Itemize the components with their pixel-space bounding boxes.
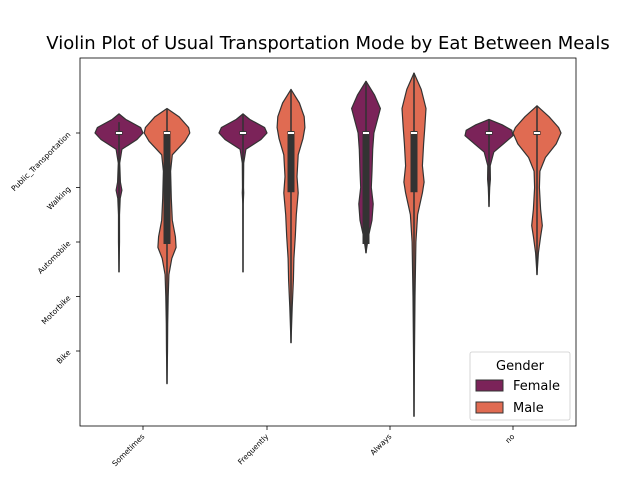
violin-female-frequently	[218, 113, 268, 273]
legend: Gender Female Male	[469, 351, 571, 421]
y-tick-label: Public_Transportation	[9, 130, 72, 193]
y-tick-label: Walking	[45, 184, 72, 211]
violins-layer	[94, 72, 562, 417]
legend-title: Gender	[496, 359, 545, 374]
violin-median	[534, 132, 540, 134]
y-tick-label: Bike	[55, 348, 73, 366]
violin-iqr-box	[362, 131, 370, 244]
legend-entries: Female Male	[475, 379, 560, 416]
violin-male-no	[512, 105, 562, 276]
legend-swatch	[475, 401, 504, 414]
x-tick-label: Always	[368, 432, 393, 457]
violin-median	[116, 132, 122, 134]
x-tick-label: Frequently	[236, 432, 271, 467]
violin-male-always	[401, 72, 427, 417]
violin-median	[288, 132, 294, 134]
legend-swatch	[475, 379, 504, 392]
violin-female-sometimes	[94, 113, 144, 273]
violin-male-sometimes	[143, 107, 191, 385]
y-tick-label: Automobile	[36, 239, 73, 276]
violin-median	[240, 132, 246, 134]
x-tick-label: Sometimes	[110, 432, 146, 468]
legend-label: Male	[513, 401, 544, 416]
violin-male-frequently	[276, 88, 306, 344]
legend-label: Female	[513, 379, 560, 394]
violin-female-always	[351, 80, 381, 254]
chart-title: Violin Plot of Usual Transportation Mode…	[46, 33, 609, 54]
violin-iqr-box	[287, 131, 295, 193]
violin-iqr-box	[410, 131, 418, 193]
violin-median	[164, 132, 170, 134]
y-tick-label: Motorbike	[40, 293, 73, 326]
violin-median	[486, 132, 492, 134]
violin-median	[411, 132, 417, 134]
x-axis: Sometimes Frequently Always no	[110, 426, 517, 468]
violin-median	[363, 132, 369, 134]
violin-iqr-box	[163, 131, 171, 244]
violin-female-no	[464, 118, 514, 208]
x-tick-label: no	[503, 432, 516, 445]
